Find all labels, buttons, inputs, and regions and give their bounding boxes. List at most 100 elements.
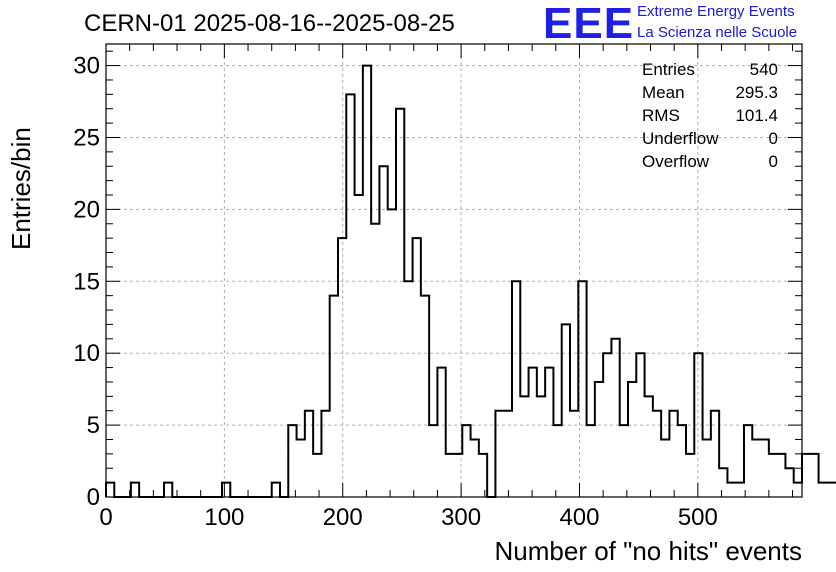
y-tick-label: 10 xyxy=(73,340,100,367)
stats-rms-label: RMS xyxy=(642,106,680,125)
histogram-bin xyxy=(106,483,114,497)
histogram-bin xyxy=(611,339,619,497)
histogram-bin xyxy=(719,468,727,497)
histogram-bin xyxy=(578,281,586,497)
stats-mean-label: Mean xyxy=(642,83,685,102)
histogram-bin xyxy=(437,368,445,497)
stats-overflow-label: Overflow xyxy=(642,152,710,171)
histogram-bin xyxy=(346,94,354,497)
stats-overflow-value: 0 xyxy=(768,152,778,171)
histogram-bin xyxy=(421,296,429,497)
stats-entries-value: 540 xyxy=(749,60,778,79)
stats-box: Entries 540 Mean 295.3 RMS 101.4 Underfl… xyxy=(642,58,778,173)
stats-underflow-row: Underflow 0 xyxy=(642,127,778,150)
histogram-bin xyxy=(363,66,371,497)
histogram-bin xyxy=(288,425,296,497)
histogram-bin xyxy=(694,353,702,497)
y-tick-label: 15 xyxy=(73,268,100,295)
x-tick-label: 400 xyxy=(559,504,599,531)
logo-subtitle-1: Extreme Energy Events xyxy=(637,3,795,20)
x-tick-label: 500 xyxy=(678,504,718,531)
histogram-bin xyxy=(131,483,139,497)
histogram-bin xyxy=(661,439,669,497)
stats-mean-value: 295.3 xyxy=(735,83,778,102)
stats-underflow-value: 0 xyxy=(768,129,778,148)
histogram-bin xyxy=(338,238,346,497)
stats-entries-label: Entries xyxy=(642,60,695,79)
histogram-bin xyxy=(810,454,818,497)
histogram-bin xyxy=(404,281,412,497)
histogram-bin xyxy=(761,439,769,497)
histogram-bin xyxy=(744,425,752,497)
histogram-bin xyxy=(321,411,329,497)
histogram-bin xyxy=(736,483,744,497)
histogram-bin xyxy=(636,353,644,497)
stats-rms-row: RMS 101.4 xyxy=(642,104,778,127)
histogram-bin xyxy=(371,224,379,497)
x-tick-label: 100 xyxy=(204,504,244,531)
x-axis-label: Number of "no hits" events xyxy=(494,536,803,566)
histogram-bin xyxy=(471,439,479,497)
histogram-bin xyxy=(272,483,280,497)
histogram-bin xyxy=(595,382,603,497)
histogram-bin xyxy=(379,166,387,497)
histogram-bin xyxy=(355,195,363,497)
x-tick-label: 300 xyxy=(441,504,481,531)
histogram-bin xyxy=(645,396,653,497)
y-tick-label: 0 xyxy=(87,484,100,511)
eee-logo: EEE xyxy=(543,0,635,48)
y-tick-label: 5 xyxy=(87,412,100,439)
histogram-bin xyxy=(504,411,512,497)
y-tick-label: 30 xyxy=(73,53,100,80)
histogram-bin xyxy=(529,368,537,497)
histogram-bin xyxy=(620,425,628,497)
x-tick-label: 0 xyxy=(99,504,112,531)
histogram-bin xyxy=(802,454,810,497)
histogram-bin xyxy=(703,439,711,497)
histogram-bin xyxy=(570,411,578,497)
histogram-bin xyxy=(669,411,677,497)
plot-frame xyxy=(105,43,803,498)
histogram-bin xyxy=(429,425,437,497)
histogram-bin xyxy=(819,483,827,497)
histogram-bin xyxy=(313,454,321,497)
x-tick-label: 200 xyxy=(323,504,363,531)
stats-entries-row: Entries 540 xyxy=(642,58,778,81)
histogram-bin xyxy=(752,439,760,497)
histogram-bin xyxy=(413,238,421,497)
histogram-bin xyxy=(711,411,719,497)
histogram-bin xyxy=(537,396,545,497)
histogram-bin xyxy=(164,483,172,497)
histogram-bin xyxy=(462,425,470,497)
histogram-bin xyxy=(727,483,735,497)
histogram-bin xyxy=(553,425,561,497)
histogram-bin xyxy=(827,483,835,497)
histogram-bin xyxy=(512,281,520,497)
y-tick-label: 25 xyxy=(73,124,100,151)
logo-subtitle-2: La Scienza nelle Scuole xyxy=(637,24,798,41)
histogram-bin xyxy=(388,209,396,497)
histogram-bin xyxy=(545,368,553,497)
histogram-bin xyxy=(678,425,686,497)
y-axis-label: Entries/bin xyxy=(6,127,36,250)
histogram-bin xyxy=(794,483,802,497)
histogram-bin xyxy=(562,324,570,497)
histogram-bin xyxy=(603,353,611,497)
histogram-bin xyxy=(520,396,528,497)
histogram-bin xyxy=(587,425,595,497)
stats-underflow-label: Underflow xyxy=(642,129,719,148)
histogram-bin xyxy=(769,454,777,497)
stats-overflow-row: Overflow 0 xyxy=(642,150,778,173)
histogram-bin xyxy=(297,439,305,497)
histogram-bin xyxy=(446,454,454,497)
histogram-bin xyxy=(686,454,694,497)
histogram-bin xyxy=(628,382,636,497)
histogram-bin xyxy=(330,296,338,497)
histogram-bin xyxy=(777,454,785,497)
histogram-bin xyxy=(305,411,313,497)
histogram-bin xyxy=(396,109,404,497)
histogram-bin xyxy=(479,454,487,497)
stats-rms-value: 101.4 xyxy=(735,106,778,125)
histogram-bin xyxy=(495,411,503,497)
